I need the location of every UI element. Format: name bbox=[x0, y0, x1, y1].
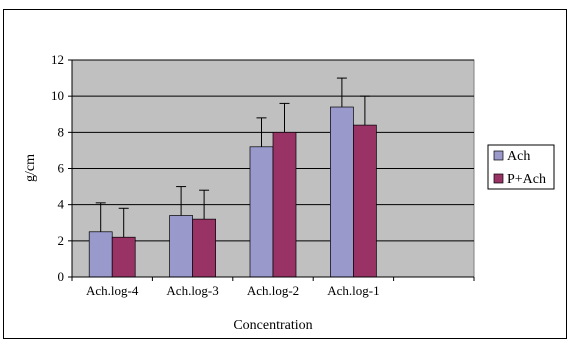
y-tick-label: 10 bbox=[51, 88, 64, 103]
bar-p-ach bbox=[272, 131, 297, 278]
x-tick-label: Ach.log-1 bbox=[327, 283, 379, 298]
x-tick-label: Ach.log-4 bbox=[86, 283, 139, 298]
bar-ach bbox=[330, 106, 354, 278]
y-tick-label: 4 bbox=[58, 197, 65, 212]
y-tick-label: 0 bbox=[58, 269, 65, 284]
bars bbox=[88, 106, 377, 278]
y-axis-ticks: 0 2 4 6 8 10 12 bbox=[51, 52, 72, 284]
y-tick-label: 12 bbox=[51, 52, 64, 67]
x-axis-label: Concentration bbox=[233, 318, 312, 333]
x-tick-label: Ach.log-2 bbox=[247, 283, 299, 298]
bar-p-ach bbox=[192, 218, 216, 278]
bar-p-ach bbox=[353, 124, 377, 278]
bar-ach bbox=[169, 215, 193, 278]
legend-swatch-p-ach bbox=[493, 173, 504, 184]
y-axis-label: g/cm bbox=[23, 154, 38, 182]
legend-label-ach: Ach bbox=[507, 149, 530, 164]
x-axis-ticks: Ach.log-4 Ach.log-3 Ach.log-2 Ach.log-1 bbox=[71, 277, 475, 298]
bar-ach bbox=[88, 231, 113, 278]
y-tick-label: 8 bbox=[58, 124, 65, 139]
legend-label-p-ach: P+Ach bbox=[507, 172, 546, 187]
y-tick-label: 2 bbox=[58, 233, 65, 248]
error-bars bbox=[95, 77, 370, 238]
legend-swatch-ach bbox=[493, 150, 504, 161]
legend: Ach P+Ach bbox=[487, 144, 555, 190]
x-tick-label: Ach.log-3 bbox=[166, 283, 218, 298]
y-tick-label: 6 bbox=[58, 161, 65, 176]
bar-p-ach bbox=[111, 236, 136, 278]
bar-ach bbox=[249, 146, 274, 278]
